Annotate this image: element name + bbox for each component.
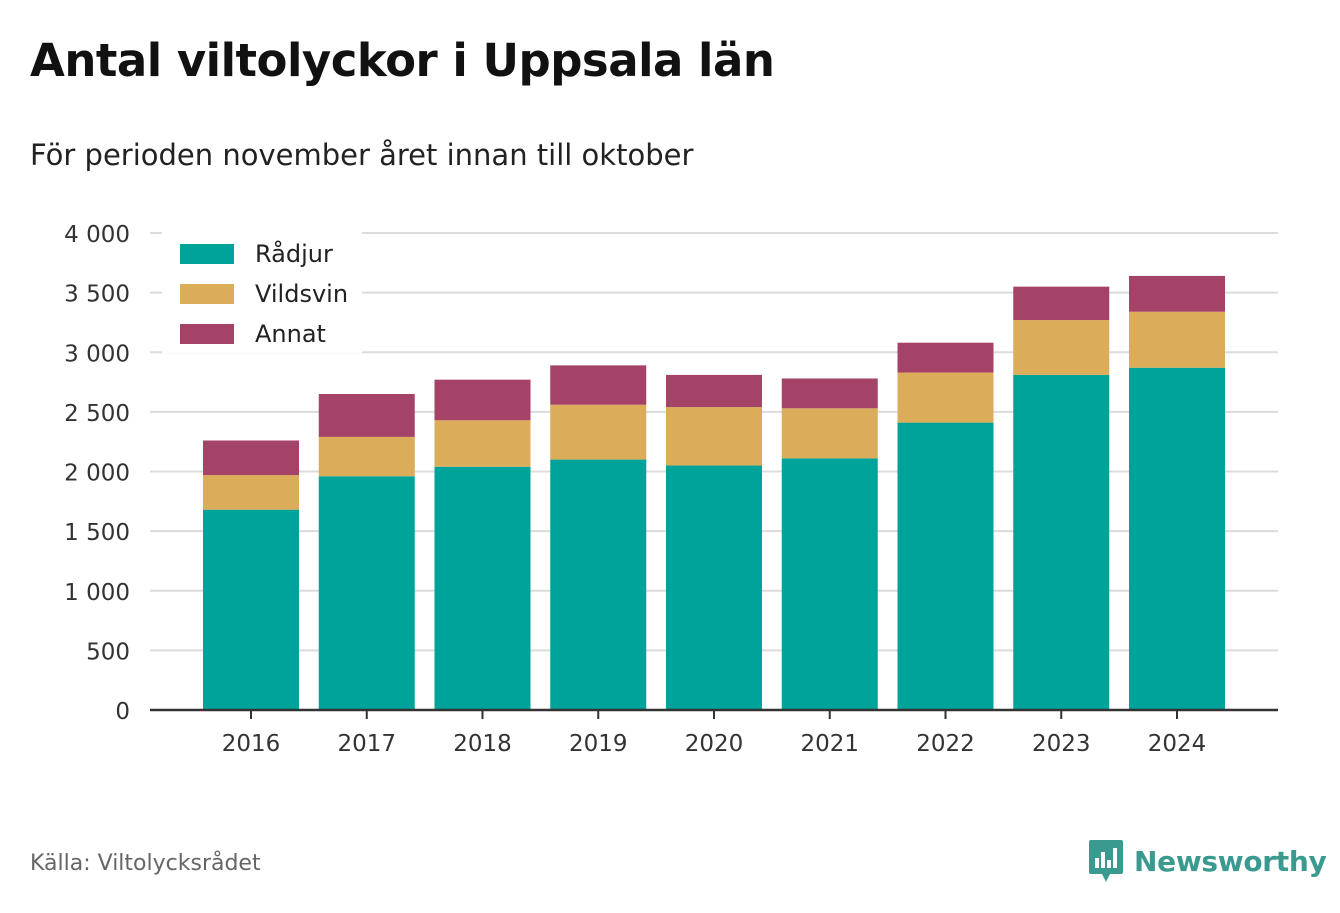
legend-label: Vildsvin — [255, 280, 348, 308]
legend-swatch — [180, 244, 234, 264]
x-tick-label: 2022 — [916, 731, 975, 757]
y-tick-label: 3 500 — [64, 282, 130, 308]
legend: Rådjur Vildsvin Annat — [162, 231, 362, 353]
bar-2018-radjur — [434, 466, 531, 710]
y-tick-label: 2 000 — [64, 461, 130, 487]
legend-label: Rådjur — [255, 239, 333, 268]
bar-2021-radjur — [781, 458, 878, 710]
brand-logo: Newsworthy — [1088, 838, 1327, 884]
brand-name: Newsworthy — [1134, 844, 1327, 878]
source-note: Källa: Viltolycksrådet — [30, 851, 261, 876]
bar-2018-vildsvin — [434, 420, 531, 467]
x-tick-label: 2020 — [685, 731, 744, 757]
y-tick-label: 0 — [115, 699, 130, 725]
x-tick-label: 2024 — [1148, 731, 1207, 757]
newsworthy-logo-icon — [1089, 840, 1123, 882]
chart-title: Antal viltolyckor i Uppsala län — [30, 34, 775, 87]
bar-2021-vildsvin — [781, 408, 878, 459]
legend-label: Annat — [255, 320, 326, 348]
bar-2022-vildsvin — [897, 372, 994, 423]
bar-2018-annat — [434, 379, 531, 421]
y-tick-label: 1 000 — [64, 580, 130, 606]
bar-2022-radjur — [897, 422, 994, 710]
bar-2019-annat — [550, 365, 647, 405]
bar-2019-vildsvin — [550, 404, 647, 460]
y-tick-label: 3 000 — [64, 341, 130, 367]
bar-2017-vildsvin — [318, 436, 415, 477]
bar-2022-annat — [897, 342, 994, 373]
bar-2016-vildsvin — [203, 475, 299, 510]
bar-2021-annat — [781, 378, 878, 409]
bar-2016-annat — [203, 440, 299, 476]
y-tick-label: 4 000 — [64, 222, 130, 248]
bar-2016-radjur — [203, 509, 299, 710]
bar-2020-vildsvin — [666, 407, 762, 466]
x-tick-label: 2017 — [337, 731, 396, 757]
bars — [203, 275, 1225, 710]
bar-2024-vildsvin — [1129, 311, 1225, 368]
x-tick-label: 2021 — [800, 731, 859, 757]
bar-2017-annat — [318, 393, 415, 437]
bar-2017-radjur — [318, 476, 415, 710]
legend-swatch — [180, 324, 234, 344]
x-tick-label: 2018 — [453, 731, 512, 757]
bar-2020-annat — [666, 374, 762, 408]
x-tick-label: 2016 — [222, 731, 281, 757]
chart-subtitle: För perioden november året innan till ok… — [30, 138, 694, 172]
bar-2024-annat — [1129, 275, 1225, 312]
x-tick-label: 2023 — [1032, 731, 1091, 757]
y-tick-label: 500 — [86, 639, 130, 665]
y-tick-label: 1 500 — [64, 520, 130, 546]
bar-2023-vildsvin — [1013, 320, 1110, 375]
bar-2019-radjur — [550, 459, 647, 710]
legend-swatch — [180, 284, 234, 304]
bar-2023-annat — [1013, 286, 1110, 321]
bar-2020-radjur — [666, 465, 762, 710]
bar-2023-radjur — [1013, 374, 1110, 710]
bar-2024-radjur — [1129, 367, 1225, 710]
x-tick-label: 2019 — [569, 731, 628, 757]
y-tick-label: 2 500 — [64, 401, 130, 427]
axes: 0 500 1 000 1 500 2 000 2 500 3 000 3 500 4 000 2… — [64, 222, 1278, 757]
